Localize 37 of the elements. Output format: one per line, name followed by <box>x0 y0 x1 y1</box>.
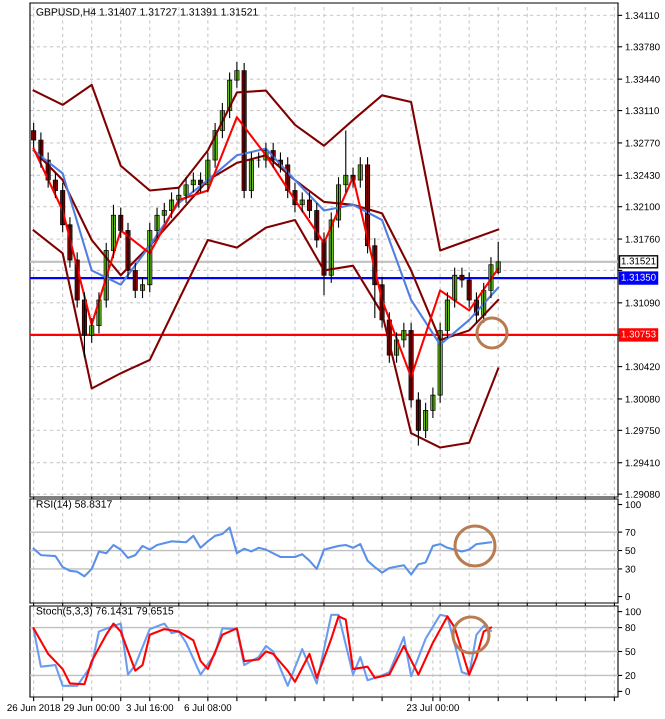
y-tick-label: 1.33110 <box>626 107 659 114</box>
chart-title: Stoch(5,3,3) 76.1431 79.6515 <box>36 606 174 617</box>
y-tick-label: 100 <box>626 608 641 616</box>
line-series <box>32 218 500 449</box>
y-tick-label: 1.31090 <box>626 300 660 306</box>
y-tick-label: 50 <box>625 547 636 554</box>
chart-title: GBPUSD,H4 1.31407 1.31727 1.31391 1.31521 <box>36 8 258 17</box>
y-tick-label: 1.31760 <box>626 236 660 243</box>
y-tick-label: 50 <box>625 648 636 656</box>
x-tick-label: 26 Jun 2018 <box>7 704 60 712</box>
y-tick-label: 30 <box>625 566 636 573</box>
y-tick-label: 1.30420 <box>626 363 660 370</box>
y-tick-label: 70 <box>625 528 636 536</box>
y-tick-label: 1.32770 <box>626 140 660 147</box>
y-tick-label: 1.32100 <box>626 203 660 210</box>
y-tick-label: 0 <box>625 593 630 600</box>
y-tick-label: 1.29080 <box>626 490 660 498</box>
y-tick-label: 1.33440 <box>626 76 660 83</box>
ref-line-label: 1.31350 <box>622 274 656 281</box>
y-tick-label: 0 <box>625 688 630 696</box>
y-tick-label: 100 <box>626 501 641 508</box>
y-tick-label: 1.29410 <box>626 459 660 466</box>
line-series <box>32 526 492 578</box>
x-tick-label: 3 Jul 16:00 <box>126 704 174 712</box>
x-tick-label: 29 Jun 00:00 <box>64 704 120 712</box>
ref-line-label: 1.30753 <box>622 330 656 338</box>
y-tick-label: 80 <box>625 624 636 632</box>
y-tick-label: 1.29750 <box>626 427 660 434</box>
x-tick-label: 6 Jul 08:00 <box>184 704 232 712</box>
y-tick-label: 1.30080 <box>626 396 660 403</box>
y-tick-label: 20 <box>625 672 636 680</box>
y-tick-label: 1.33780 <box>626 44 660 50</box>
y-tick-label: 1.34110 <box>626 12 659 19</box>
chart-title: RSI(14) 58.8317 <box>36 500 112 510</box>
y-tick-label: 1.32430 <box>626 172 660 179</box>
x-tick-label: 23 Jul 00:00 <box>406 704 459 712</box>
ref-line-label: 1.31521 <box>622 258 656 264</box>
